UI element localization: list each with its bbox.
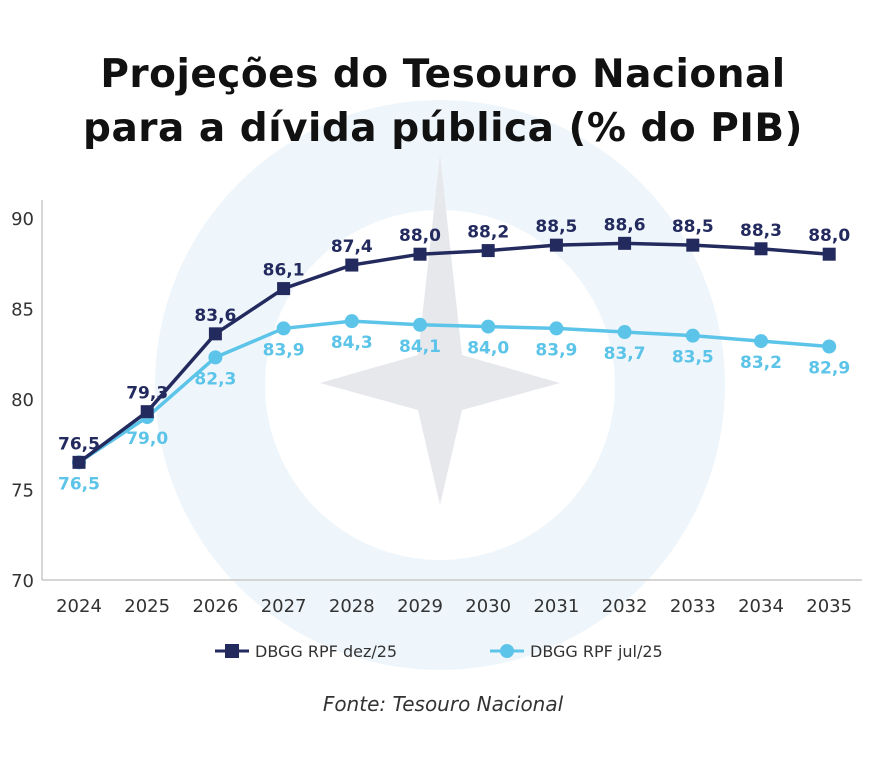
- data-label: 79,3: [126, 384, 168, 404]
- data-label: 83,9: [263, 340, 305, 360]
- data-label: 84,0: [467, 339, 509, 359]
- series-dez25: 76,5 79,3 83,6 86,1 87,4 88,0 88,2 88,5 88,6 88,5…: [58, 215, 850, 469]
- data-point-circle: [754, 334, 768, 349]
- data-point-circle: [276, 321, 291, 336]
- x-tick-label: 2029: [397, 596, 443, 617]
- legend-label: DBGG RPF jul/25: [530, 642, 663, 661]
- data-point-square: [686, 238, 700, 252]
- data-label: 86,1: [263, 261, 305, 281]
- data-label: 82,9: [808, 359, 850, 379]
- x-tick-label: 2031: [533, 596, 579, 617]
- title-line-2: para a dívida pública (% do PIB): [83, 106, 803, 151]
- legend-square-marker: [225, 644, 239, 658]
- data-label: 88,0: [808, 226, 850, 246]
- data-label: 87,4: [331, 237, 373, 257]
- y-tick-label: 80: [11, 390, 34, 411]
- data-label: 76,5: [58, 434, 100, 454]
- x-tick-label: 2026: [192, 596, 238, 617]
- data-label: 83,9: [535, 340, 577, 360]
- data-label: 76,5: [58, 474, 100, 494]
- x-tick-label: 2028: [329, 596, 375, 617]
- series-line: [77, 241, 830, 464]
- data-point-circle: [822, 339, 837, 354]
- data-point-square: [72, 455, 86, 469]
- watermark: [155, 100, 725, 670]
- x-tick-label: 2033: [670, 596, 716, 617]
- data-point-square: [277, 282, 291, 296]
- data-point-square: [481, 244, 495, 258]
- legend-item: DBGG RPF dez/25: [215, 642, 397, 661]
- x-tick-label: 2034: [738, 596, 784, 617]
- data-point-circle: [344, 314, 359, 329]
- data-point-circle: [413, 317, 427, 332]
- data-point-circle: [549, 321, 564, 336]
- x-tick-label: 2030: [465, 596, 511, 617]
- data-label: 84,3: [331, 333, 373, 353]
- data-point-square: [413, 247, 427, 261]
- data-point-circle: [617, 325, 632, 340]
- source-note: Fonte: Tesouro Nacional: [322, 692, 564, 716]
- data-point-circle: [685, 328, 700, 343]
- x-tick-label: 2027: [261, 596, 307, 617]
- x-tick-label: 2032: [602, 596, 648, 617]
- y-tick-label: 75: [11, 481, 34, 502]
- x-tick-label: 2035: [806, 596, 852, 617]
- y-tick-label: 90: [11, 209, 34, 230]
- x-tick-label: 2024: [56, 596, 102, 617]
- data-point-square: [754, 242, 768, 256]
- data-label: 84,1: [399, 337, 441, 357]
- data-label: 83,7: [604, 344, 646, 364]
- data-label: 88,5: [535, 217, 577, 237]
- compass-star-icon: [320, 155, 560, 505]
- data-label: 88,0: [399, 226, 441, 246]
- legend-item: DBGG RPF jul/25: [490, 642, 663, 661]
- series-line: [78, 319, 830, 464]
- legend-label: DBGG RPF dez/25: [255, 642, 397, 661]
- data-point-square: [618, 236, 632, 250]
- data-label: 88,5: [672, 217, 714, 237]
- data-label: 83,2: [740, 353, 782, 373]
- data-label: 88,2: [467, 223, 509, 243]
- data-label: 79,0: [126, 429, 168, 449]
- data-point-square: [140, 405, 154, 419]
- data-label: 83,5: [672, 348, 714, 368]
- data-point-circle: [481, 319, 496, 334]
- data-point-square: [822, 247, 836, 261]
- data-label: 88,3: [740, 221, 782, 241]
- data-point-square: [208, 327, 222, 341]
- title-line-1: Projeções do Tesouro Nacional: [100, 52, 786, 97]
- data-point-circle: [208, 350, 223, 365]
- chart-title: Projeções do Tesouro Nacional para a dív…: [0, 48, 886, 156]
- x-tick-label: 2025: [124, 596, 170, 617]
- legend-circle-marker: [500, 644, 514, 658]
- data-label: 83,6: [194, 306, 236, 326]
- y-tick-label: 85: [11, 300, 34, 321]
- data-label: 88,6: [604, 215, 646, 235]
- data-label: 82,3: [194, 369, 236, 389]
- data-point-square: [549, 238, 563, 252]
- y-tick-label: 70: [11, 571, 34, 592]
- data-point-square: [345, 258, 359, 272]
